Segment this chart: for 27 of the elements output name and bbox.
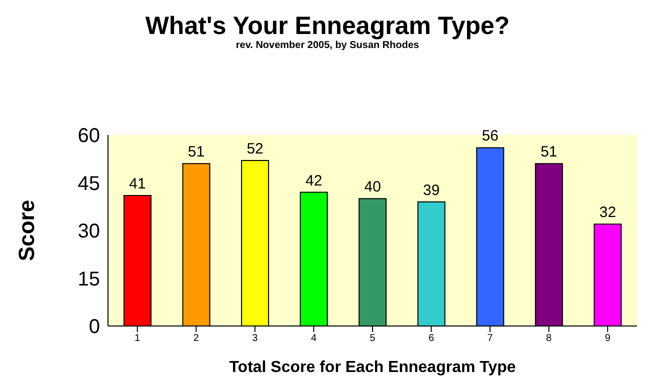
x-tick-label: 6 — [428, 333, 434, 344]
x-tick-label: 1 — [134, 333, 141, 344]
x-tick-label: 7 — [487, 333, 494, 344]
y-tick-label: 15 — [78, 268, 100, 290]
y-tick-label: 30 — [78, 220, 100, 243]
data-label: 51 — [188, 144, 205, 161]
data-label: 51 — [540, 144, 558, 161]
x-tick-label: 3 — [252, 333, 258, 344]
data-label: 40 — [364, 178, 381, 196]
x-tick-label: 4 — [310, 333, 317, 344]
x-tick-label: 9 — [604, 333, 611, 344]
data-label: 52 — [246, 140, 264, 158]
chart-subtitle: rev. November 2005, by Susan Rhodes — [234, 40, 420, 52]
x-tick-label: 5 — [370, 333, 376, 344]
y-axis-title: Score — [14, 200, 39, 262]
y-tick-label: 0 — [88, 316, 100, 338]
x-tick-label: 8 — [546, 333, 552, 344]
x-tick-label: 2 — [193, 333, 200, 344]
data-label: 39 — [423, 182, 440, 199]
data-label: 42 — [305, 172, 322, 190]
data-label: 56 — [482, 128, 499, 145]
chart-title: What's Your Enneagram Type? — [144, 11, 511, 40]
y-tick-label: 60 — [78, 125, 100, 148]
y-tick-label: 45 — [78, 172, 100, 195]
data-label: 32 — [599, 204, 616, 222]
data-label: 41 — [129, 175, 146, 192]
x-axis-title: Total Score for Each Enneagram Type — [229, 359, 516, 376]
